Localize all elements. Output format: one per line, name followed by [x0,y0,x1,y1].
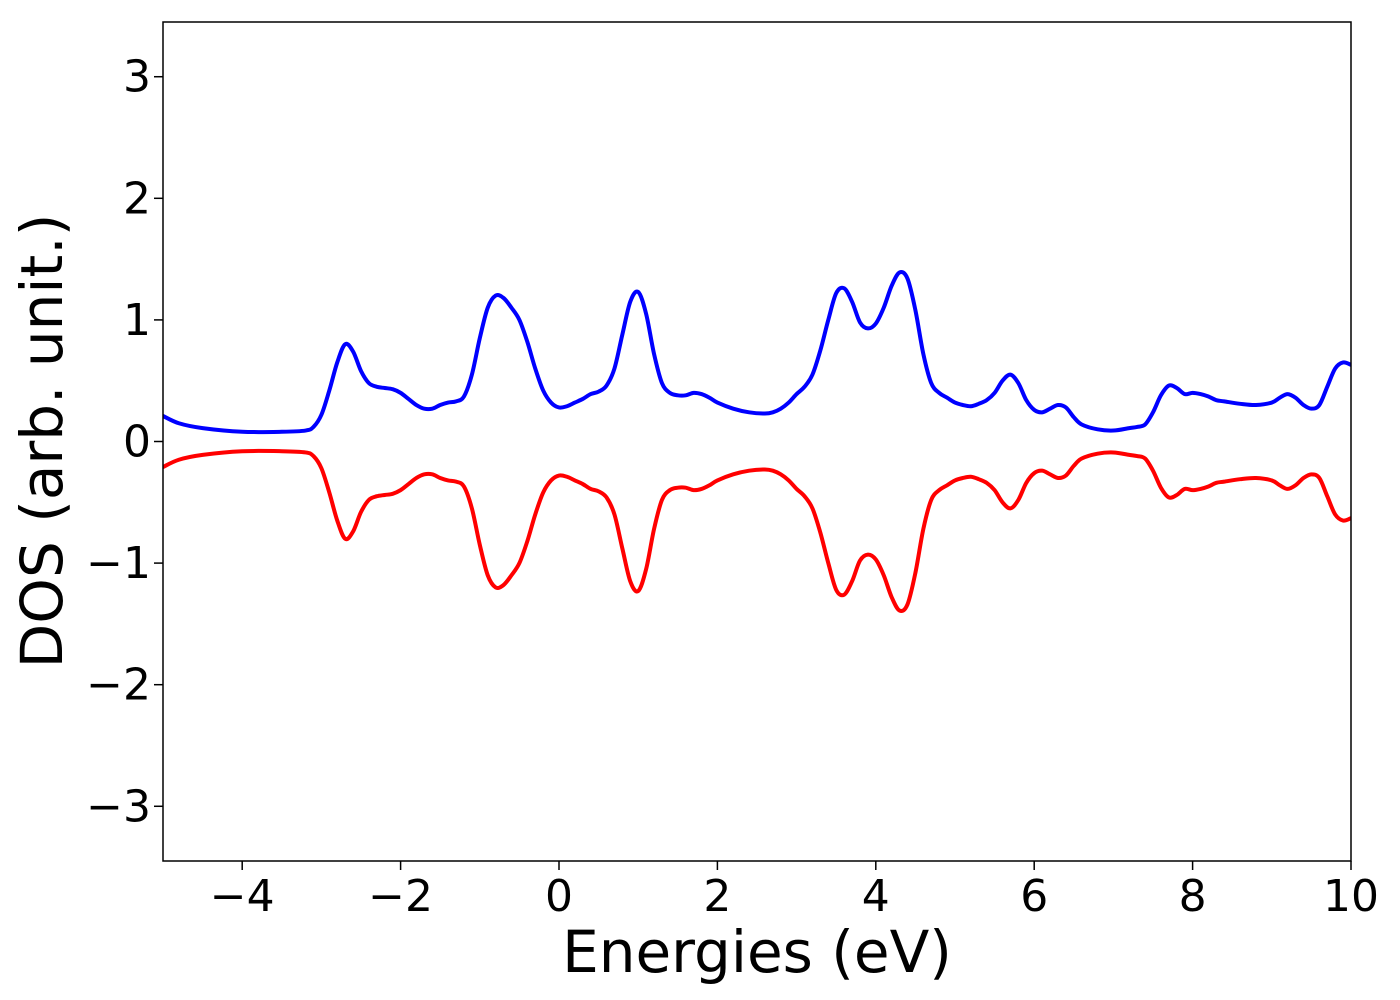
y-tick-label: 1 [123,295,151,346]
y-tick-label: 0 [123,417,151,468]
y-tick-label: −1 [86,538,151,589]
y-tick-label: −2 [86,660,151,711]
series-line-1 [163,270,1351,435]
x-axis-label: Energies (eV) [562,918,952,986]
x-tick-label: 2 [703,871,731,922]
series-line-2 [163,448,1351,613]
y-tick-label: −3 [86,781,151,832]
y-tick-label: 2 [123,173,151,224]
plot-frame [162,21,1352,862]
x-tick-label: 8 [1179,871,1207,922]
x-tick-label: −2 [368,871,433,922]
x-tick-label: −4 [210,871,275,922]
x-tick-label: 0 [545,871,573,922]
x-tick-label: 6 [1020,871,1048,922]
x-tick-label: 4 [862,871,890,922]
y-axis-label: DOS (arb. unit.) [8,214,76,669]
y-tick-label: 3 [123,52,151,103]
x-tick-label: 10 [1323,871,1379,922]
series-layer [163,270,1351,613]
ticks-layer: −4 −2 0 2 4 6 8 10 −3 −2 −1 0 1 2 3 [86,52,1379,922]
